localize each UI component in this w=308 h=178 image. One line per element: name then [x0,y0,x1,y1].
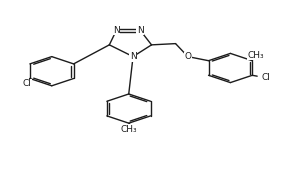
Text: Cl: Cl [261,73,270,82]
Text: N: N [130,52,136,61]
Text: CH₃: CH₃ [247,51,264,60]
Text: O: O [184,52,191,61]
Text: Cl: Cl [22,79,31,88]
Text: CH₃: CH₃ [120,125,137,134]
Text: N: N [113,26,120,35]
Text: N: N [137,26,144,35]
